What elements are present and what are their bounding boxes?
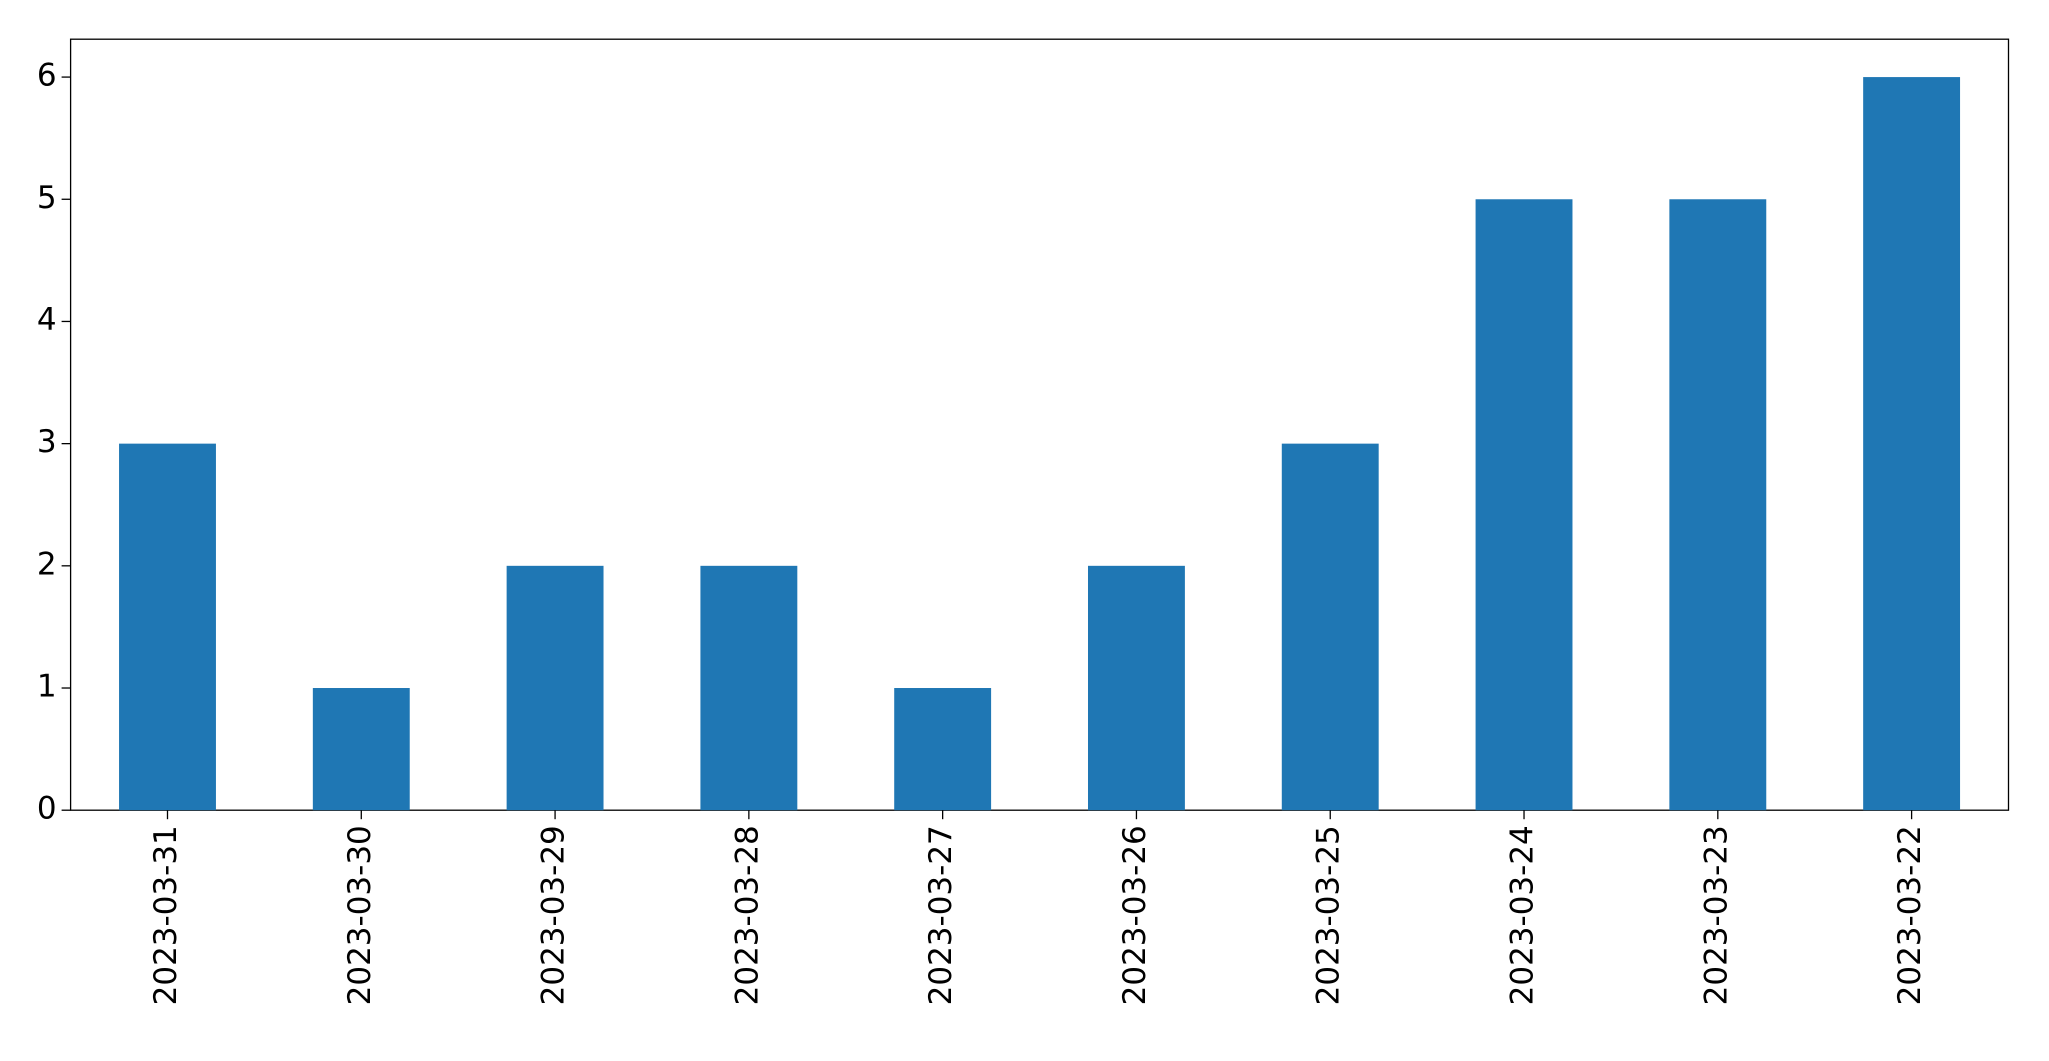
y-tick-label: 1 bbox=[37, 669, 57, 705]
bar bbox=[1281, 443, 1379, 811]
bar bbox=[1475, 199, 1573, 811]
x-tick-label: 2023-03-28 bbox=[729, 825, 765, 1005]
x-tick-label: 2023-03-25 bbox=[1311, 825, 1347, 1005]
x-tick-label: 2023-03-22 bbox=[1892, 825, 1928, 1005]
y-tick-label: 2 bbox=[37, 546, 57, 582]
bar bbox=[700, 565, 798, 811]
bar bbox=[312, 688, 410, 811]
bar bbox=[1863, 77, 1961, 811]
y-tick-label: 4 bbox=[37, 302, 57, 338]
x-tick-label: 2023-03-29 bbox=[536, 825, 572, 1005]
bar bbox=[506, 565, 604, 811]
y-tick-label: 0 bbox=[37, 791, 57, 827]
plot-frame bbox=[69, 38, 2010, 811]
y-tick-label: 6 bbox=[37, 58, 57, 94]
x-tick-label: 2023-03-23 bbox=[1698, 825, 1734, 1005]
x-tick-label: 2023-03-26 bbox=[1117, 825, 1153, 1005]
bar bbox=[894, 688, 992, 811]
bar bbox=[1087, 565, 1185, 811]
x-tick-label: 2023-03-27 bbox=[923, 825, 959, 1005]
bar bbox=[1669, 199, 1767, 811]
y-tick-label: 3 bbox=[37, 424, 57, 460]
bar bbox=[119, 443, 216, 811]
y-tick-label: 5 bbox=[37, 180, 57, 216]
x-tick-label: 2023-03-24 bbox=[1505, 825, 1541, 1005]
x-tick-label: 2023-03-30 bbox=[342, 825, 378, 1005]
x-tick-label: 2023-03-31 bbox=[148, 825, 184, 1005]
